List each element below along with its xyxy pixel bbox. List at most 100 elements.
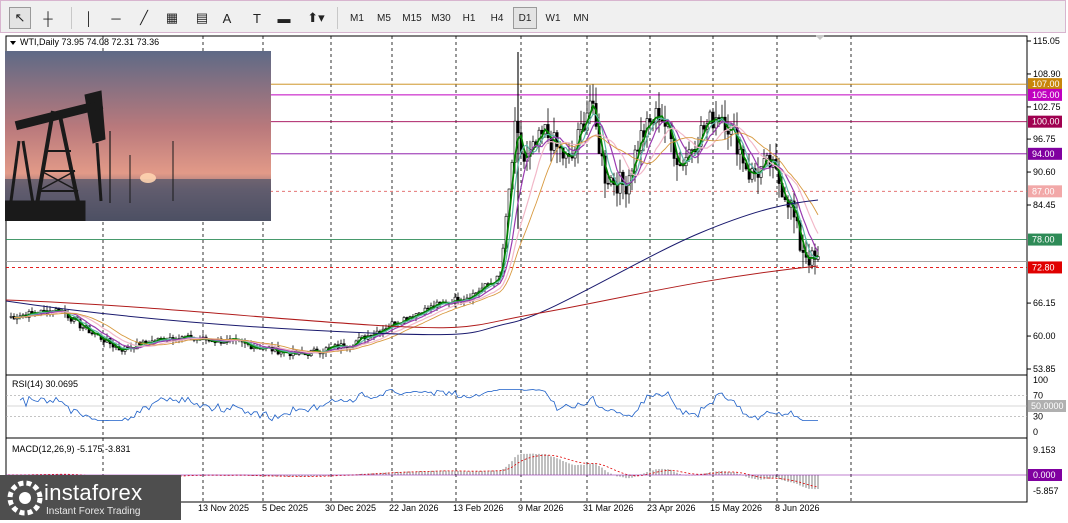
macd-signal-line xyxy=(8,454,819,488)
level-tag-label: 94.00 xyxy=(1032,149,1055,159)
price-axis-label: 96.75 xyxy=(1033,134,1056,144)
candle-body xyxy=(579,123,583,130)
candle-body xyxy=(801,250,805,253)
candle-body xyxy=(675,158,679,165)
text-label-tool[interactable]: T xyxy=(253,10,261,26)
price-axis-label: 115.05 xyxy=(1033,36,1060,46)
macd-level-tag-label: 0.000 xyxy=(1033,470,1056,480)
candle-body xyxy=(648,118,652,123)
candle-body xyxy=(726,130,730,135)
chart-header: WTI,Daily 73.95 74.08 72.31 73.36 xyxy=(20,37,159,47)
level-tag-label: 72.80 xyxy=(1032,262,1055,272)
candle-body xyxy=(81,327,85,329)
date-axis-label: 31 Mar 2026 xyxy=(583,503,634,513)
ma-pink-line xyxy=(14,125,819,354)
text-tool[interactable]: A xyxy=(222,10,232,26)
macd-axis-label: -5.857 xyxy=(1033,486,1059,496)
macd-header: MACD(12,26,9) -5.175 -3.831 xyxy=(12,444,131,454)
date-axis-label: 13 Nov 2025 xyxy=(198,503,249,513)
timeframe-m30[interactable]: M30 xyxy=(431,12,451,24)
date-axis-label: 9 Mar 2026 xyxy=(518,503,564,513)
timeframe-w1[interactable]: W1 xyxy=(545,12,561,24)
candle-body xyxy=(9,316,13,318)
candle-body xyxy=(90,332,94,335)
oil-pump-sunset-image xyxy=(4,51,271,222)
crosshair-tool[interactable]: ┼ xyxy=(43,10,53,26)
level-tag-label: 100.00 xyxy=(1032,117,1060,127)
rsi-axis-label: 0 xyxy=(1033,427,1038,437)
trendline-tool[interactable]: ╱ xyxy=(140,10,148,25)
candle-body xyxy=(222,342,226,344)
logo-name: instaforex xyxy=(44,480,143,505)
timeframe-m15[interactable]: M15 xyxy=(402,12,422,24)
toolbar-separator xyxy=(337,7,338,29)
rsi-pane xyxy=(5,374,1028,439)
date-axis-label: 13 Feb 2026 xyxy=(453,503,504,513)
candle-body xyxy=(678,164,682,166)
price-axis-label: 60.00 xyxy=(1033,331,1056,341)
toolbar-separator xyxy=(71,7,72,29)
price-axis-label: 53.85 xyxy=(1033,364,1056,374)
date-axis-label: 8 Jun 2026 xyxy=(775,503,820,513)
rsi-axis-label: 100 xyxy=(1033,375,1048,385)
rsi-line xyxy=(19,388,818,422)
macd-level-tag xyxy=(1028,469,1062,482)
cursor-tool[interactable]: ↖ xyxy=(9,7,31,29)
timeframe-h1[interactable]: H1 xyxy=(462,12,476,24)
level-tag-label: 105.00 xyxy=(1032,90,1060,100)
date-axis-label: 22 Jan 2026 xyxy=(389,503,439,513)
arrows-tool[interactable]: ⬆▾ xyxy=(307,10,325,25)
ma-fast-line xyxy=(13,103,819,356)
ma-teal-line xyxy=(14,113,819,355)
timeframe-mn[interactable]: MN xyxy=(573,12,589,24)
date-axis-label: 5 Dec 2025 xyxy=(262,503,308,513)
ma-navy-line xyxy=(5,199,819,336)
rsi-axis-label: 70 xyxy=(1033,391,1043,401)
ma-red-line xyxy=(5,265,819,329)
candle-body xyxy=(279,351,283,355)
toolbar: ↖ ┼ │ ─ ╱ ▦ ▤ A T ▬ ⬆▾ M1 M5 M15 M30 H1 H4 D1 W1 MN xyxy=(0,0,1066,33)
level-tag-100-00 xyxy=(1028,115,1062,128)
candle-body xyxy=(312,348,316,351)
equidistant-channel-tool[interactable]: ▦ xyxy=(165,10,179,25)
timeframe-m5[interactable]: M5 xyxy=(377,12,391,24)
rectangle-label-tool[interactable]: ▬ xyxy=(277,10,291,26)
level-tag-label: 78.00 xyxy=(1032,235,1055,245)
ma-violet-line xyxy=(14,119,819,355)
candle-body xyxy=(660,119,664,122)
ma-orange-line xyxy=(14,132,819,353)
level-tag-87-00 xyxy=(1028,185,1062,198)
rsi-level-tag xyxy=(1028,400,1066,412)
instaforex-logo-icon xyxy=(7,480,43,516)
candle-body xyxy=(708,111,712,124)
vertical-line-tool[interactable]: │ xyxy=(84,10,94,26)
level-tag-label: 107.00 xyxy=(1032,79,1060,89)
candle-body xyxy=(591,100,595,104)
timeframe-m1[interactable]: M1 xyxy=(350,12,364,24)
timeframe-h4[interactable]: H4 xyxy=(490,12,504,24)
macd-axis-label: 9.153 xyxy=(1033,445,1056,455)
candle-body xyxy=(750,168,754,180)
candle-body xyxy=(717,117,721,119)
fibonacci-tool[interactable]: ▤ xyxy=(195,10,209,25)
level-tag-105-00 xyxy=(1028,88,1062,101)
price-axis-label: 102.75 xyxy=(1033,102,1061,112)
timeframe-d1[interactable]: D1 xyxy=(513,7,537,29)
rsi-axis-label: 30 xyxy=(1033,411,1043,421)
date-axis-label: 15 May 2026 xyxy=(710,503,762,513)
level-tag-72-80 xyxy=(1028,261,1062,274)
rsi-level-tag-label: 50.0000 xyxy=(1031,401,1064,411)
level-tag-label: 87.00 xyxy=(1032,186,1055,196)
candle-body xyxy=(561,147,565,159)
price-axis-label: 108.90 xyxy=(1033,69,1061,79)
price-axis-label: 66.15 xyxy=(1033,298,1056,308)
horizontal-line-tool[interactable]: ─ xyxy=(111,10,121,26)
price-axis-label: 90.60 xyxy=(1033,167,1056,177)
level-tag-94-00 xyxy=(1028,147,1062,160)
candle-body xyxy=(702,125,706,130)
candle-body xyxy=(522,153,526,162)
level-tag-107-00 xyxy=(1028,78,1062,91)
candle-body xyxy=(606,182,610,185)
date-axis-label: 30 Dec 2025 xyxy=(325,503,376,513)
candle-body xyxy=(657,108,661,121)
